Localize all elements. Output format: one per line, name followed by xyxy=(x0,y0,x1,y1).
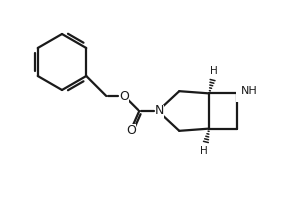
Text: H: H xyxy=(210,66,218,76)
Text: N: N xyxy=(154,105,164,118)
Text: O: O xyxy=(126,123,136,136)
Text: O: O xyxy=(119,89,129,102)
Text: NH: NH xyxy=(241,86,258,96)
Text: H: H xyxy=(200,146,208,156)
